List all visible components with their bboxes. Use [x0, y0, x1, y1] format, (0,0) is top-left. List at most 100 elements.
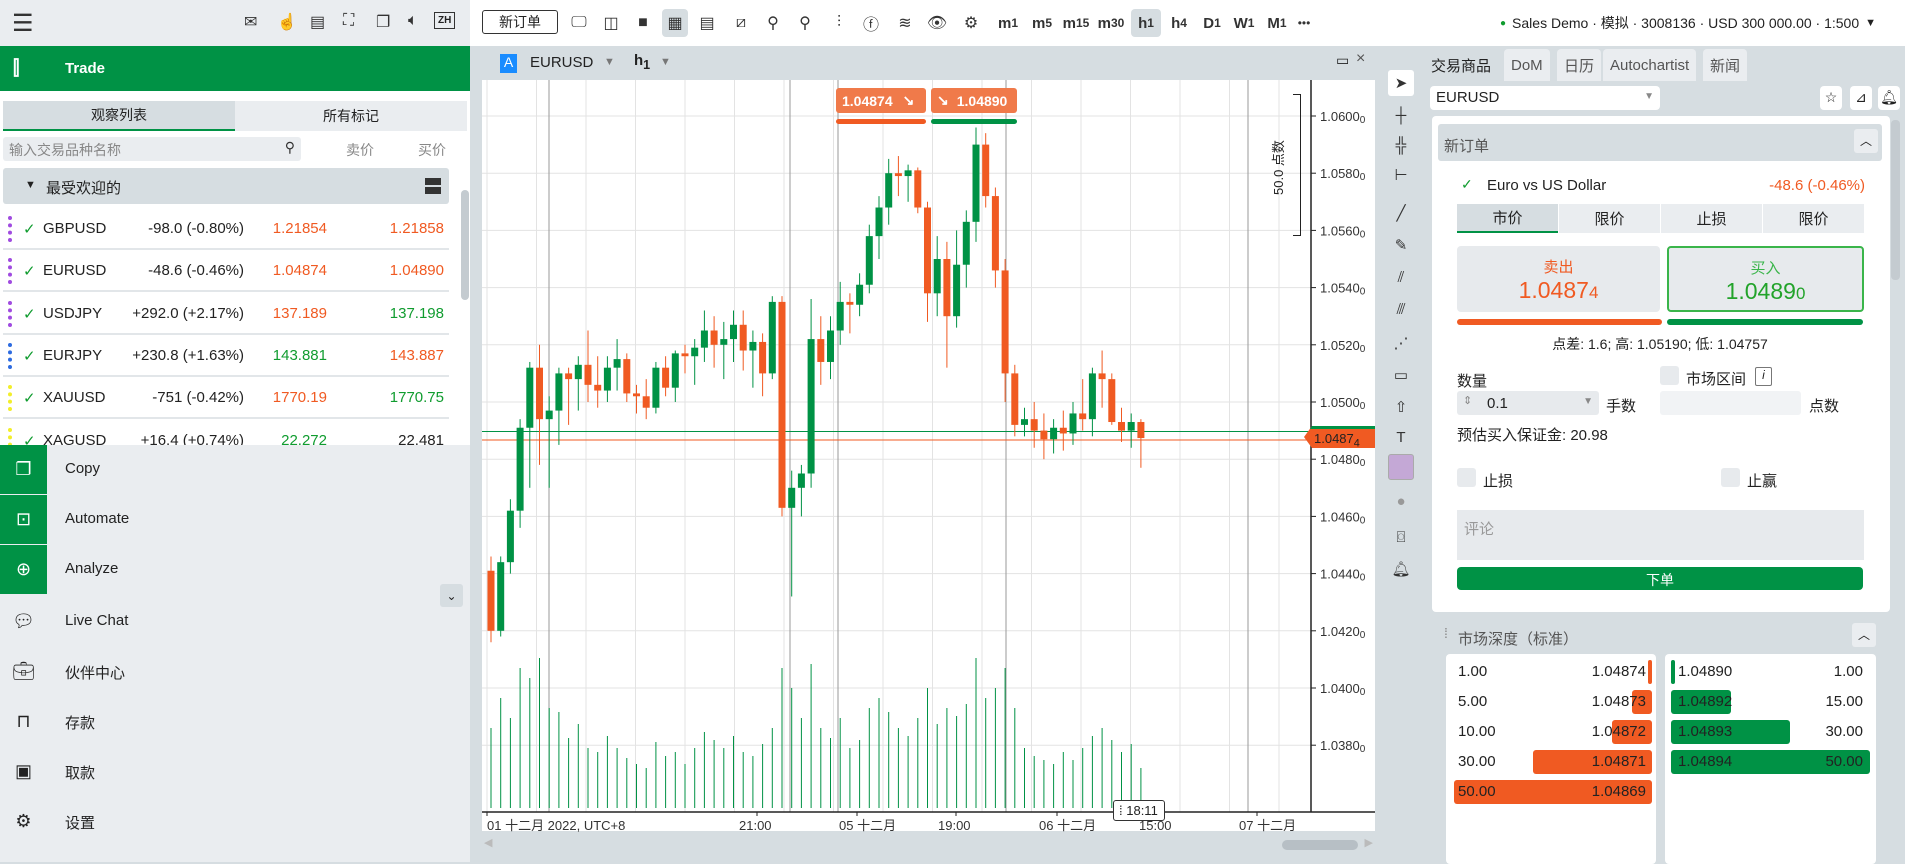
copy-window-icon[interactable]: ❐ — [376, 14, 391, 31]
watchlist-row[interactable]: ✓ XAUUSD -751 (-0.42%) 1770.19 1770.75 — [3, 377, 449, 420]
collapse-icon[interactable]: ︿ — [1852, 623, 1876, 647]
layout-icon[interactable]: ◫ — [603, 15, 619, 32]
close-icon[interactable]: × — [1356, 50, 1366, 67]
new-order-button[interactable]: 新订单 — [482, 10, 558, 34]
order-type-tab[interactable]: 止损 — [1661, 204, 1762, 233]
eye-icon[interactable]: 👁︎ — [926, 15, 948, 32]
tab-1[interactable]: DoM — [1504, 49, 1550, 81]
order-type-tab[interactable]: 市价 — [1457, 204, 1558, 233]
facebook-icon[interactable]: ⓕ — [862, 17, 879, 34]
star-icon[interactable]: ☆ — [1820, 86, 1842, 110]
watchlist-row[interactable]: ✓ EURUSD -48.6 (-0.46%) 1.04874 1.04890 — [3, 250, 449, 293]
zoom-in-icon[interactable]: ⚲ — [799, 15, 811, 32]
tab-watchlist[interactable]: 观察列表 — [3, 101, 235, 131]
menu-item-automate[interactable]: ⊡ Automate — [0, 495, 470, 545]
dom-buy-row[interactable]: 1.04894 50.00 — [1671, 750, 1871, 774]
layers-icon[interactable]: ≋ — [898, 15, 912, 32]
text-icon[interactable]: T — [1396, 428, 1406, 446]
single-chart-icon[interactable]: ■ — [638, 14, 648, 31]
info-icon[interactable]: i — [1755, 367, 1772, 386]
sidebar-item-trade[interactable]: ⫿ Trade — [0, 46, 470, 91]
dom-sell-row[interactable]: 30.00 1.04871 — [1452, 750, 1652, 774]
fullscreen-icon[interactable]: ⛶ — [343, 12, 355, 29]
timeframe-m30[interactable]: m 30 — [1097, 14, 1125, 32]
camera-icon[interactable]: ⌼ — [1396, 528, 1406, 546]
tab-2[interactable]: 日历 — [1557, 49, 1602, 81]
watchlist-row[interactable]: ✓ EURJPY +230.8 (+1.63%) 143.881 143.887 — [3, 335, 449, 377]
crosshair-data-icon[interactable]: ╬ — [1395, 136, 1407, 154]
order-type-tab[interactable]: 限价 — [1763, 204, 1864, 233]
tab-3[interactable]: Autochartist — [1603, 49, 1697, 81]
hamburger-menu-icon[interactable]: ☰ — [12, 10, 34, 37]
chart-symbol[interactable]: EURUSD — [530, 54, 594, 71]
arrow-up-icon[interactable]: ⇧ — [1394, 399, 1408, 416]
account-info[interactable]: ● Sales Demo · 模拟 · 3008136 · USD 300 00… — [1500, 15, 1877, 31]
comment-input[interactable]: 评论 — [1457, 510, 1864, 560]
fibonacci-icon[interactable]: ⫽ — [1397, 268, 1405, 286]
sell-button[interactable]: 卖出 1.04874 — [1457, 246, 1660, 312]
auto-scale-icon[interactable]: A — [500, 54, 517, 73]
ask-price-tag[interactable]: ↘ 1.04890 — [931, 88, 1017, 113]
maximize-icon[interactable]: ▭ — [1336, 52, 1350, 68]
collapse-icon[interactable]: ︿ — [1854, 129, 1878, 153]
channel-icon[interactable]: ⫻ — [1396, 300, 1406, 318]
bell-icon[interactable]: 🔔︎ — [1391, 561, 1411, 578]
more-icon[interactable]: ••• — [1297, 16, 1311, 30]
calculator-icon[interactable]: ▤ — [310, 14, 326, 31]
tab-all-symbols[interactable]: 所有标记 — [323, 108, 379, 124]
menu-item-3[interactable]: ▣ 取款 — [0, 747, 470, 797]
bell-icon[interactable]: 🔔︎ — [1878, 86, 1900, 110]
opacity-icon[interactable]: ● — [1396, 492, 1406, 510]
place-order-button[interactable]: 下单 — [1457, 567, 1863, 590]
crosshair-icon[interactable]: ┼ — [1395, 106, 1407, 124]
menu-item-1[interactable]: 💼︎ 伙伴中心 — [0, 647, 470, 697]
take-profit-checkbox[interactable] — [1721, 468, 1740, 487]
tab-0[interactable]: 交易商品 — [1424, 49, 1499, 81]
chevron-down-icon[interactable]: ▼ — [604, 56, 615, 68]
chevron-down-icon[interactable]: ▼ — [660, 56, 671, 68]
symbol-select[interactable]: EURUSD ▼ — [1430, 86, 1660, 110]
watchlist-scrollbar[interactable] — [461, 170, 469, 440]
grid-4-icon[interactable]: ▦ — [662, 9, 688, 37]
trendline-icon[interactable]: ╱ — [1396, 205, 1406, 222]
dom-sell-row[interactable]: 50.00 1.04869 — [1452, 780, 1652, 804]
grid-2-icon[interactable]: ▤ — [699, 15, 715, 32]
buy-button[interactable]: 买入 1.04890 — [1667, 246, 1864, 312]
tab-4[interactable]: 新闻 — [1703, 49, 1748, 81]
right-panel-scrollbar[interactable] — [1891, 100, 1900, 860]
zoom-out-icon[interactable]: ⚲ — [767, 15, 779, 32]
chart-plot-area[interactable] — [482, 80, 1375, 831]
collapse-menu-button[interactable]: ⌄ — [440, 584, 463, 607]
dom-sell-row[interactable]: 1.00 1.04874 — [1452, 660, 1652, 684]
rectangle-icon[interactable]: ▭ — [1393, 367, 1409, 384]
bid-price-tag[interactable]: 1.04874 ↘ — [836, 88, 926, 113]
chart-timeframe[interactable]: h1 — [634, 52, 651, 72]
language-button[interactable]: ZH — [434, 12, 456, 29]
measure-icon[interactable]: ⊢ — [1394, 167, 1408, 184]
color-swatch[interactable] — [1388, 454, 1414, 480]
market-range-input[interactable] — [1660, 391, 1801, 415]
menu-item-2[interactable]: ⊓ 存款 — [0, 697, 470, 747]
watchlist-group[interactable]: ▼ 最受欢迎的 — [3, 168, 449, 204]
order-type-tab[interactable]: 限价 — [1559, 204, 1660, 233]
stop-loss-checkbox[interactable] — [1457, 468, 1476, 487]
menu-item-4[interactable]: ⚙ 设置 — [0, 797, 470, 847]
touch-settings-icon[interactable]: ☝ — [277, 14, 297, 31]
watchlist-row[interactable]: ✓ USDJPY +292.0 (+2.17%) 137.189 137.198 — [3, 293, 449, 335]
grid-icon[interactable]: ⋰ — [1393, 335, 1409, 352]
chart-icon[interactable]: ⊿ — [1850, 86, 1872, 110]
mail-icon[interactable]: ✉ — [244, 14, 258, 31]
dom-sell-row[interactable]: 5.00 1.04873 — [1452, 690, 1652, 714]
sound-icon[interactable]: 🔈︎ — [408, 12, 418, 29]
monitor-icon[interactable]: 🖵 — [571, 14, 587, 31]
pointer-icon[interactable]: ➤ — [1388, 70, 1414, 96]
chart-horizontal-scrollbar[interactable]: ◀ ▶ — [484, 837, 1373, 850]
dom-buy-row[interactable]: 1.04892 15.00 — [1671, 690, 1871, 714]
timeframe-m15[interactable]: m 15 — [1062, 14, 1090, 32]
